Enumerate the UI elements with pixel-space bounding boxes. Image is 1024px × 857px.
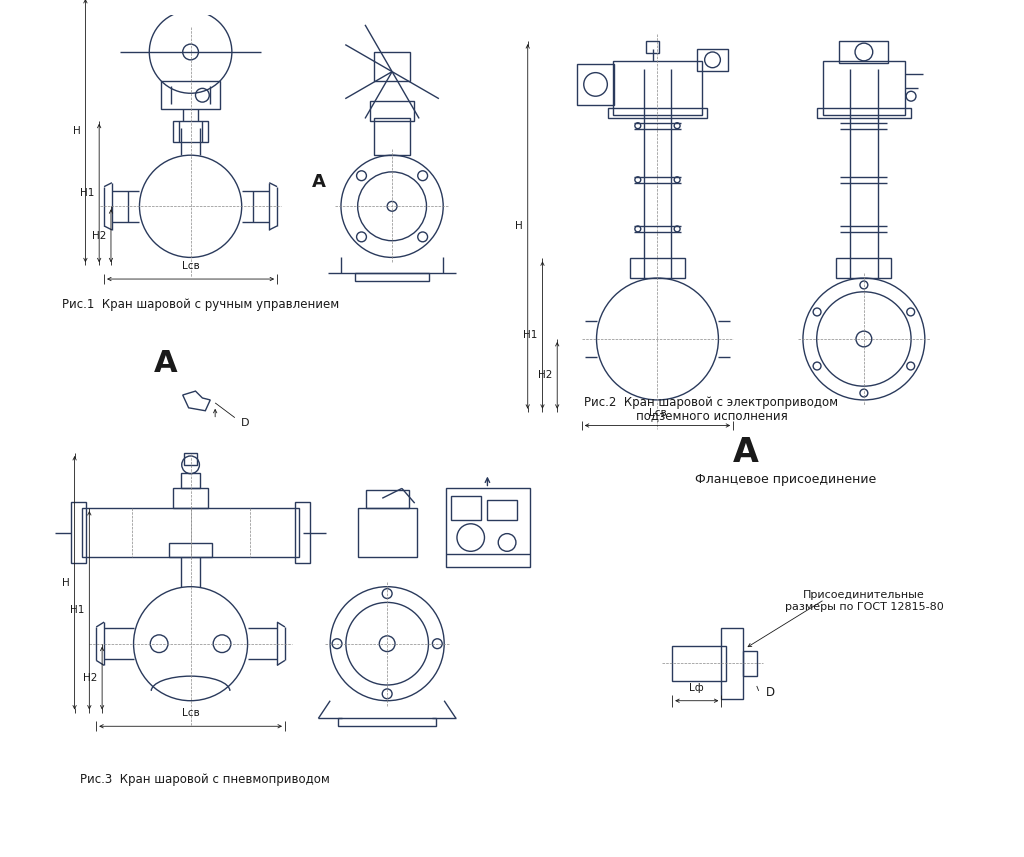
Bar [696, 49, 728, 70]
Bar [446, 488, 529, 567]
Bar [354, 273, 429, 281]
Text: размеры по ГОСТ 12815-80: размеры по ГОСТ 12815-80 [784, 602, 943, 613]
Bar [630, 259, 685, 278]
Text: Рис.2  Кран шаровой с электроприводом: Рис.2 Кран шаровой с электроприводом [585, 397, 839, 410]
Text: Н2: Н2 [538, 370, 552, 381]
Text: Н2: Н2 [92, 231, 106, 241]
Bar [577, 63, 614, 105]
Text: Н1: Н1 [80, 188, 94, 198]
Bar [161, 81, 220, 109]
Text: Н2: Н2 [83, 673, 97, 683]
Bar [371, 101, 414, 121]
Text: Присоединительные: Присоединительные [803, 590, 925, 600]
Bar [451, 496, 480, 520]
Bar [817, 108, 911, 118]
Bar [822, 61, 905, 115]
Bar [366, 490, 409, 508]
Bar [487, 500, 517, 520]
Text: Н: Н [515, 221, 523, 231]
Text: Lсв: Lсв [181, 261, 200, 271]
Bar [295, 502, 310, 563]
Text: А: А [311, 173, 326, 191]
Bar [375, 118, 410, 155]
Text: А: А [155, 349, 178, 378]
Bar [837, 259, 892, 278]
Bar [357, 508, 417, 557]
Text: Рис.3  Кран шаровой с пневмоприводом: Рис.3 Кран шаровой с пневмоприводом [81, 773, 331, 786]
Text: Lсв: Lсв [648, 408, 667, 417]
Bar [169, 543, 212, 557]
Text: Lсв: Lсв [181, 709, 200, 718]
Bar [71, 502, 86, 563]
Text: Н: Н [61, 578, 70, 588]
Text: Н1: Н1 [523, 330, 538, 340]
Text: подземного исполнения: подземного исполнения [636, 409, 787, 423]
Text: D: D [241, 417, 249, 428]
Bar [613, 61, 701, 115]
Text: А: А [733, 435, 759, 469]
Bar [840, 41, 889, 63]
Text: D: D [766, 686, 775, 699]
Bar [181, 473, 201, 488]
Bar [608, 108, 707, 118]
Bar [721, 628, 743, 698]
Bar [173, 488, 208, 508]
Bar [646, 41, 659, 53]
Text: Фланцевое присоединение: Фланцевое присоединение [694, 473, 876, 486]
Bar [338, 718, 436, 726]
Text: Н1: Н1 [70, 605, 84, 615]
Bar [173, 121, 208, 142]
Bar [183, 453, 198, 464]
Bar [375, 52, 410, 81]
Bar [83, 508, 299, 557]
Bar [743, 650, 757, 676]
Text: Lф: Lф [689, 683, 705, 692]
Bar [672, 645, 726, 681]
Text: Рис.1  Кран шаровой с ручным управлением: Рис.1 Кран шаровой с ручным управлением [61, 298, 339, 311]
Bar [177, 0, 205, 6]
Text: Н: Н [73, 126, 81, 135]
